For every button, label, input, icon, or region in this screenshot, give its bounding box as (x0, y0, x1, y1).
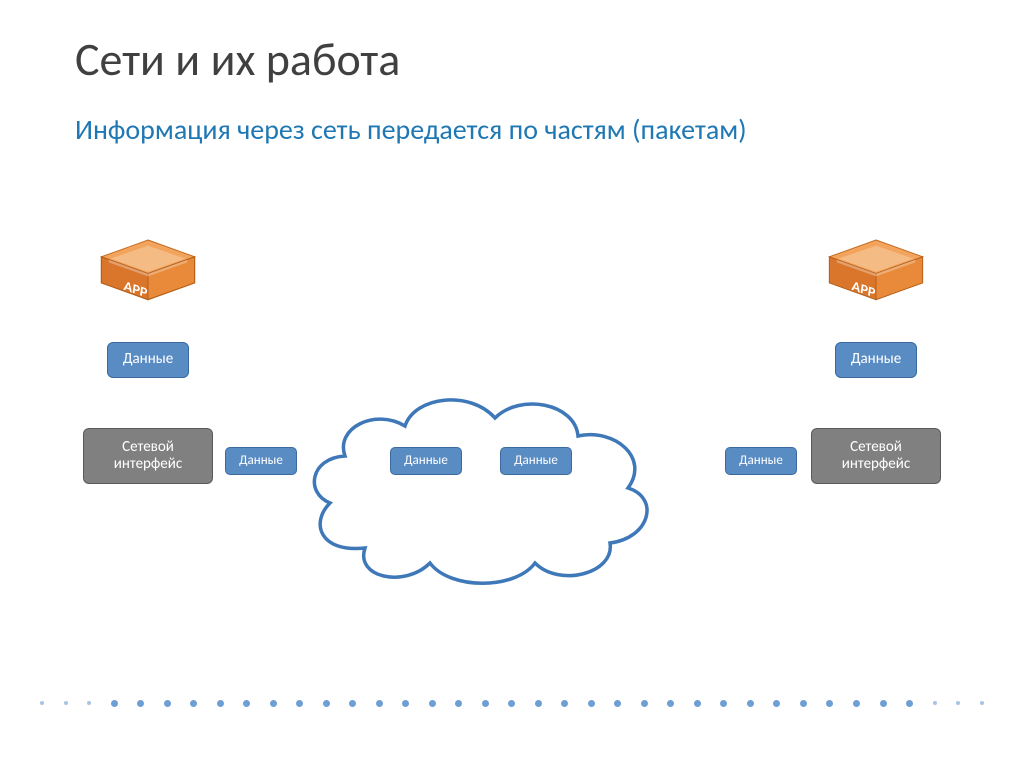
dot (429, 700, 436, 707)
decorative-dots (40, 698, 984, 708)
dot (588, 700, 595, 707)
interface-box-right: Сетевой интерфейс (811, 428, 941, 484)
dot (243, 700, 250, 707)
interface-label: Сетевой интерфейс (818, 439, 934, 474)
dot (561, 700, 568, 707)
interface-label: Сетевой интерфейс (90, 439, 206, 474)
dot (980, 701, 984, 705)
dot (956, 701, 960, 705)
data-box-left: Данные (107, 342, 189, 378)
dot (641, 700, 648, 707)
data-label: Данные (851, 351, 901, 368)
packet-label: Данные (239, 454, 283, 469)
dot (535, 700, 542, 707)
dot (87, 701, 91, 705)
app-box-left: APP (98, 240, 198, 310)
dot (323, 700, 330, 707)
dot (720, 700, 727, 707)
dot (694, 700, 701, 707)
dot (826, 700, 833, 707)
dot (270, 700, 277, 707)
dot (64, 701, 68, 705)
dot (455, 700, 462, 707)
dot (482, 700, 489, 707)
dot (933, 701, 937, 705)
dot (614, 700, 621, 707)
packet-3: Данные (725, 447, 797, 475)
dot (667, 700, 674, 707)
dot (296, 700, 303, 707)
dot (853, 700, 860, 707)
dot (376, 700, 383, 707)
app-box-right: APP (826, 240, 926, 310)
packet-label: Данные (514, 454, 558, 469)
dot (190, 700, 197, 707)
dot (402, 700, 409, 707)
dot (111, 700, 118, 707)
dot (164, 700, 171, 707)
dot (508, 700, 515, 707)
dot (773, 700, 780, 707)
cloud-icon (300, 378, 660, 598)
dot (40, 701, 44, 705)
dot (349, 700, 356, 707)
interface-box-left: Сетевой интерфейс (83, 428, 213, 484)
data-label: Данные (123, 351, 173, 368)
packet-0: Данные (225, 447, 297, 475)
dot (880, 700, 887, 707)
packet-1: Данные (390, 447, 462, 475)
dot (137, 700, 144, 707)
packet-label: Данные (739, 454, 783, 469)
data-box-right: Данные (835, 342, 917, 378)
dot (217, 700, 224, 707)
packet-2: Данные (500, 447, 572, 475)
packet-label: Данные (404, 454, 448, 469)
network-diagram: APP Данные Сетевой интерфейс APP Данные … (0, 0, 1024, 768)
dot (747, 700, 754, 707)
dot (800, 700, 807, 707)
dot (906, 700, 913, 707)
